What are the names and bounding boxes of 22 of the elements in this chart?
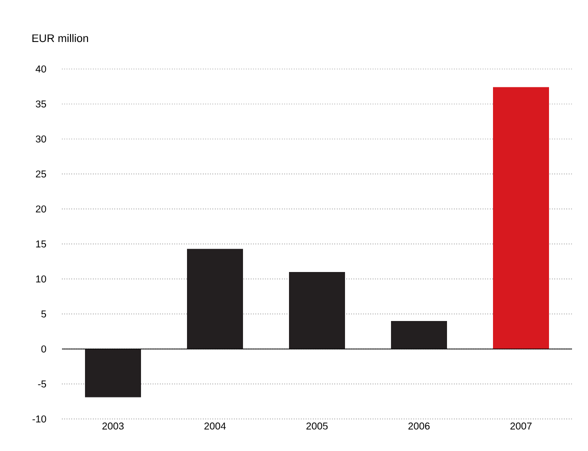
y-tick-label: 10	[36, 275, 46, 283]
x-tick-label: 2003	[102, 422, 124, 430]
y-tick-label: 25	[36, 170, 46, 178]
bar	[187, 248, 244, 349]
bar	[289, 272, 346, 349]
y-tick-label: 20	[36, 205, 46, 213]
x-tick-label: 2004	[204, 422, 226, 430]
y-tick-label: 0	[41, 345, 46, 353]
x-tick-label: 2006	[408, 422, 430, 430]
bar	[391, 320, 448, 349]
y-tick-label: 30	[36, 135, 46, 143]
y-tick-label: 40	[36, 65, 46, 73]
y-tick-label: -5	[38, 380, 46, 388]
bar	[85, 348, 142, 398]
y-axis-title: EUR million	[32, 34, 88, 42]
y-tick-label: 5	[41, 310, 46, 318]
y-tick-label: 15	[36, 240, 46, 248]
bar	[493, 87, 550, 349]
y-tick-label: 35	[36, 100, 46, 108]
x-tick-label: 2007	[510, 422, 532, 430]
x-tick-label: 2005	[306, 422, 328, 430]
y-tick-label: -10	[32, 415, 46, 423]
